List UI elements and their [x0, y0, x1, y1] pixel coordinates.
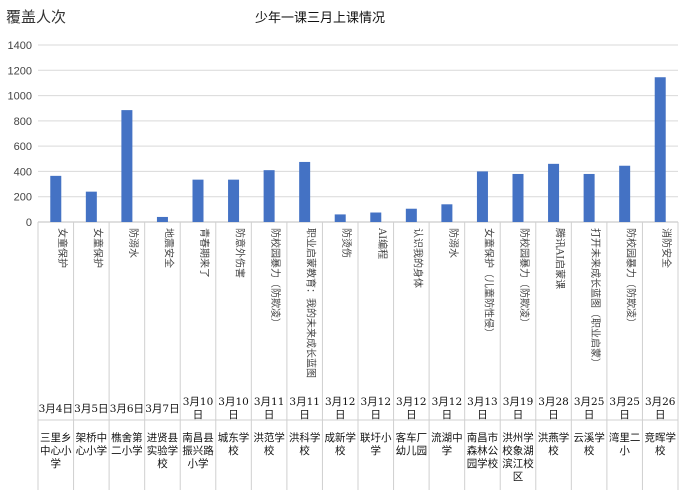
- category-label: 消防安全: [660, 228, 673, 268]
- bar: [370, 212, 382, 222]
- date-label: 3月11 日: [254, 396, 285, 421]
- bars: [50, 77, 666, 222]
- y-tick-label: 800: [14, 116, 32, 128]
- school-label: 成新学校: [324, 431, 356, 457]
- y-axis-ticks: 0 200 400 600 800 1000 1200 1400: [8, 40, 32, 229]
- date-label: 3月12 日: [325, 396, 356, 421]
- school-label: 三里乡中心小学: [40, 432, 72, 470]
- y-tick-label: 1200: [8, 65, 32, 77]
- school-label: 樵舍第二小学: [111, 431, 143, 457]
- date-label: 3月25 日: [609, 396, 640, 421]
- date-label: 3月12 日: [396, 396, 427, 421]
- date-label: 3月12 日: [432, 396, 463, 421]
- school-label: 架桥中心小学: [76, 431, 108, 457]
- date-label: 3月5日: [74, 403, 108, 415]
- bar: [156, 216, 168, 222]
- category-label: 职业启蒙教育：我的未来成长蓝图: [305, 228, 318, 378]
- bar: [334, 214, 346, 222]
- bar: [619, 165, 631, 222]
- bar: [512, 173, 524, 222]
- school-label: 联圩小学: [360, 431, 392, 457]
- date-label: 3月6日: [110, 403, 144, 415]
- y-tick-label: 1000: [8, 91, 32, 103]
- bar: [441, 204, 453, 222]
- bar: [583, 173, 595, 222]
- category-label: 防校园暴力（防欺凌）: [625, 228, 638, 328]
- date-label: 3月7日: [145, 403, 179, 415]
- bar: [85, 191, 97, 222]
- bar: [121, 110, 133, 222]
- date-label: 3月4日: [39, 403, 73, 415]
- y-tick-label: 0: [26, 217, 32, 229]
- category-label: 防意外伤害: [234, 228, 247, 278]
- school-label: 洪州学校象湖滨江校区: [502, 431, 534, 483]
- category-label: 防溺水: [447, 228, 460, 258]
- school-label: 进贤县实验学校: [147, 432, 179, 470]
- y-tick-label: 200: [14, 192, 32, 204]
- category-label: 腾讯AI启蒙课: [554, 228, 567, 289]
- category-label: 女童保护（儿童防性侵）: [482, 228, 495, 338]
- school-label: 湾里二小: [609, 431, 641, 457]
- date-label: 3月28 日: [538, 396, 569, 421]
- chart-title: 少年一课三月上课情况: [255, 11, 385, 26]
- date-label: 3月10 日: [218, 396, 249, 421]
- school-label: 城东学校: [218, 431, 250, 457]
- date-label: 3月26 日: [645, 396, 676, 421]
- bar: [263, 170, 275, 222]
- y-tick-label: 400: [14, 166, 32, 178]
- category-label: 防校园暴力（防欺凌）: [518, 228, 531, 328]
- category-label: 青春期来了: [198, 228, 211, 278]
- bar: [299, 161, 311, 222]
- category-label: 女童保护: [91, 228, 104, 268]
- school-label: 云溪学校: [573, 431, 605, 457]
- category-label: 打开未来成长蓝图（职业启蒙）: [589, 228, 602, 368]
- school-label: 洪科学校: [289, 431, 321, 457]
- date-label: 3月19 日: [503, 396, 534, 421]
- bar: [192, 179, 204, 222]
- category-label: AI编程: [376, 227, 389, 259]
- school-label: 南昌市森林公园学校: [467, 431, 499, 470]
- category-label: 防烫伤: [340, 228, 353, 258]
- school-label: 流湖中学: [431, 431, 463, 457]
- category-label: 地震安全: [162, 228, 175, 268]
- school-label: 洪燕学校: [538, 431, 570, 457]
- date-label: 3月13 日: [467, 396, 498, 421]
- school-label: 竞晖学校: [644, 431, 676, 457]
- bar: [548, 163, 560, 222]
- school-label: 南昌县振兴路小学: [182, 431, 214, 470]
- bar: [228, 179, 240, 222]
- school-label: 洪范学校: [253, 431, 285, 457]
- bar: [50, 175, 62, 222]
- gridlines: [38, 44, 678, 223]
- y-axis-title: 覆盖人次: [6, 8, 66, 26]
- category-label: 防校园暴力（防欺凌）: [269, 228, 282, 328]
- date-label: 3月25 日: [574, 396, 605, 421]
- category-label: 认识我的身体: [411, 228, 424, 288]
- y-tick-label: 1400: [8, 40, 32, 52]
- bar: [476, 171, 488, 222]
- date-label: 3月11 日: [289, 396, 320, 421]
- date-label: 3月10 日: [183, 396, 214, 421]
- category-label: 女童保护: [56, 228, 69, 268]
- bar: [654, 77, 666, 222]
- category-label: 防溺水: [127, 228, 140, 258]
- bar: [405, 208, 417, 222]
- date-label: 3月12 日: [361, 396, 392, 421]
- y-tick-label: 600: [14, 141, 32, 153]
- school-label: 客车厂幼儿园: [396, 431, 428, 457]
